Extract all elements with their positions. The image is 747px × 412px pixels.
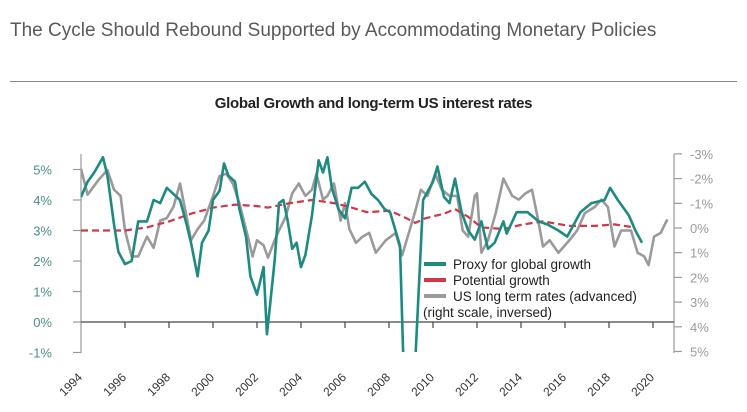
right-tick-label: 0% — [690, 221, 709, 236]
x-tick-label: 2010 — [408, 370, 437, 399]
header-divider — [10, 81, 737, 82]
left-tick-label: -1% — [29, 346, 53, 361]
right-tick-label: -3% — [690, 147, 714, 162]
x-tick-label: 2018 — [584, 370, 613, 399]
legend-label: Potential growth — [453, 273, 550, 288]
left-tick-label: 4% — [33, 193, 52, 208]
page-header-title: The Cycle Should Rebound Supported by Ac… — [10, 20, 657, 41]
us-long-term-rates-line — [81, 168, 669, 267]
right-tick-label: 4% — [690, 320, 709, 335]
x-tick-label: 2008 — [364, 370, 393, 399]
x-tick-label: 2004 — [276, 370, 305, 399]
x-tick-label: 1994 — [56, 370, 85, 399]
legend-label: Proxy for global growth — [453, 257, 591, 272]
left-tick-label: 3% — [33, 224, 52, 239]
x-tick-label: 2016 — [540, 370, 569, 399]
right-tick-label: 5% — [690, 345, 709, 360]
right-tick-label: 2% — [690, 270, 709, 285]
x-tick-label: 2000 — [188, 370, 217, 399]
x-tick-label: 1998 — [144, 370, 173, 399]
left-tick-label: 0% — [33, 315, 52, 330]
legend-label: US long term rates (advanced) — [453, 289, 637, 304]
chart-title: Global Growth and long-term US interest … — [214, 95, 533, 112]
right-tick-label: -2% — [690, 172, 714, 187]
proxy-global-growth-line — [81, 156, 644, 352]
potential-growth-line — [81, 198, 635, 232]
right-tick-label: -1% — [690, 196, 714, 211]
x-tick-label: 2006 — [320, 370, 349, 399]
right-tick-label: 3% — [690, 295, 709, 310]
x-tick-label: 2020 — [628, 370, 657, 399]
left-tick-label: 2% — [33, 254, 52, 269]
left-tick-label: 1% — [33, 285, 52, 300]
x-tick-label: 2012 — [452, 370, 481, 399]
x-tick-label: 2014 — [496, 370, 525, 399]
legend-note: (right scale, inversed) — [423, 305, 552, 320]
right-tick-label: 1% — [690, 246, 709, 261]
x-tick-label: 2002 — [232, 370, 261, 399]
left-tick-label: 5% — [33, 163, 52, 178]
x-tick-label: 1996 — [100, 370, 129, 399]
